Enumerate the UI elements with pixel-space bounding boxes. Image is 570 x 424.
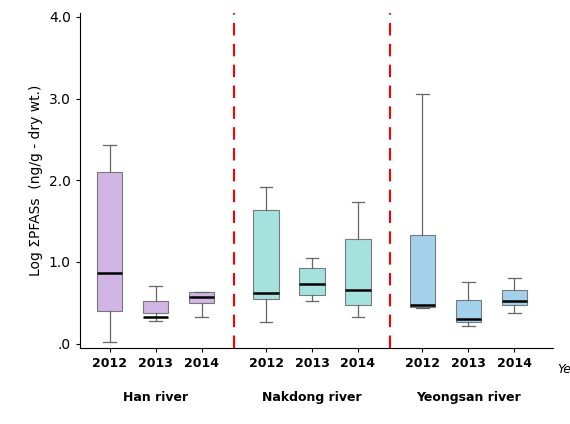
- PathPatch shape: [299, 268, 325, 295]
- PathPatch shape: [455, 300, 481, 321]
- PathPatch shape: [410, 235, 435, 307]
- Text: Yeongsan river: Yeongsan river: [416, 391, 520, 404]
- PathPatch shape: [143, 301, 168, 312]
- PathPatch shape: [189, 292, 214, 303]
- Y-axis label: Log ΣPFASs  (ng/g - dry wt.): Log ΣPFASs (ng/g - dry wt.): [29, 84, 43, 276]
- PathPatch shape: [97, 172, 123, 311]
- Text: Year: Year: [557, 363, 570, 376]
- Text: Han river: Han river: [123, 391, 188, 404]
- Text: Nakdong river: Nakdong river: [262, 391, 362, 404]
- PathPatch shape: [345, 239, 371, 305]
- PathPatch shape: [502, 290, 527, 305]
- PathPatch shape: [253, 210, 279, 299]
